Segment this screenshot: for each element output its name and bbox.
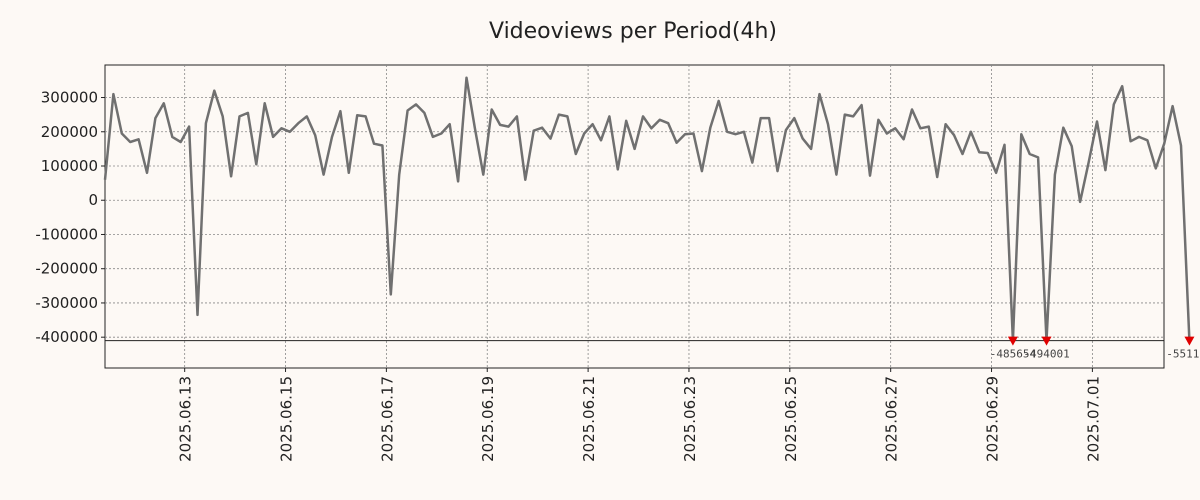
y-tick-label: -200000 — [35, 260, 98, 278]
clipped-marker — [1007, 336, 1018, 346]
x-tick-label: 2025.06.25 — [782, 376, 800, 462]
x-tick-label: 2025.06.27 — [883, 376, 901, 462]
plot-area — [104, 64, 1165, 369]
x-tick-label: 2025.06.23 — [681, 376, 699, 462]
y-tick-label: 300000 — [41, 89, 98, 107]
clipped-markers: -485654-494001 -551172 — [990, 336, 1200, 361]
x-tick-label: 2025.06.29 — [984, 376, 1002, 462]
y-tick-label: -300000 — [35, 294, 98, 312]
y-tick-label: -400000 — [35, 328, 98, 346]
series-videoviews — [103, 76, 1191, 342]
x-tick-label: 2025.06.19 — [479, 376, 497, 462]
x-tick-label: 2025.06.21 — [580, 376, 598, 462]
y-tick-label: 0 — [88, 191, 98, 209]
clipped-value-label: -551172 — [1166, 348, 1200, 361]
grid — [105, 65, 1164, 368]
x-tick-label: 2025.07.01 — [1084, 376, 1102, 462]
clipped-value-label: -494001 — [1023, 348, 1069, 361]
clipped-marker — [1184, 336, 1195, 346]
x-tick-label: 2025.06.13 — [177, 376, 195, 462]
y-tick-label: 200000 — [41, 123, 98, 141]
y-tick-label: 100000 — [41, 157, 98, 175]
x-axis: 2025.06.13 2025.06.15 2025.06.17 2025.06.19… — [177, 368, 1102, 462]
clipped-value-label: -485654 — [990, 348, 1037, 361]
x-tick-label: 2025.06.15 — [278, 376, 296, 462]
clipped-marker — [1041, 336, 1052, 346]
y-tick-label: -100000 — [35, 225, 98, 243]
series-line-videoviews — [103, 76, 1191, 342]
y-axis: -400000 -300000 -200000 -100000 0 100000 20000… — [35, 89, 105, 346]
chart-title: Videoviews per Period(4h) — [489, 19, 777, 44]
x-tick-label: 2025.06.17 — [378, 376, 396, 462]
